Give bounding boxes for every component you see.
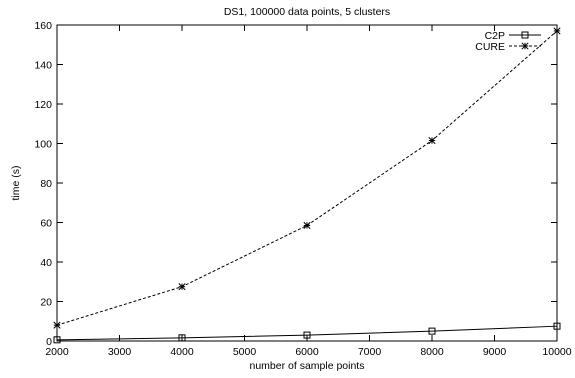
x-tick-label: 4000: [170, 346, 194, 358]
x-tick-label: 2000: [45, 346, 69, 358]
data-point-cure: [553, 27, 561, 35]
y-tick-label: 100: [34, 139, 52, 151]
y-tick-label: 160: [34, 20, 52, 32]
x-tick-label: 5000: [233, 346, 257, 358]
legend-label-cure: CURE: [475, 41, 505, 53]
x-tick-label: 7000: [358, 346, 382, 358]
data-point-c2p: [428, 327, 436, 335]
legend-marker-cure-stroke: [521, 42, 529, 50]
series-line-cure: [56, 30, 558, 326]
y-tick-label: 40: [40, 257, 52, 269]
x-tick-label: 6000: [295, 346, 319, 358]
data-point-c2p: [53, 336, 61, 344]
x-tick-label: 9000: [483, 346, 507, 358]
data-point-cure-stroke: [53, 321, 61, 329]
legend-marker-cure: [521, 42, 529, 50]
data-point-c2p: [178, 334, 186, 342]
chart-title: DS1, 100000 data points, 5 clusters: [224, 6, 390, 18]
y-tick-label: 20: [40, 297, 52, 309]
x-tick-label: 10000: [542, 346, 571, 358]
y-tick-label: 120: [34, 99, 52, 111]
legend-marker-c2p: [521, 31, 529, 39]
series-line-c2p: [56, 325, 558, 341]
data-point-cure-stroke: [428, 136, 436, 145]
data-point-cure: [178, 283, 186, 291]
data-point-cure-stroke: [303, 221, 311, 230]
y-axis-title: time (s): [10, 166, 22, 201]
y-tick-label: 60: [40, 218, 52, 230]
x-tick-label: 3000: [108, 346, 132, 358]
y-tick-label: 0: [46, 336, 52, 348]
data-point-cure-stroke: [178, 283, 186, 291]
legend-label-c2p: C2P: [485, 30, 505, 42]
data-point-c2p: [553, 322, 561, 330]
series-layer: [53, 27, 561, 344]
x-axis-title: number of sample points: [250, 360, 365, 372]
axis-ticks: 2000 3000 4000 5000 6000 7000 8000 9000 10000 0 20…: [34, 20, 571, 358]
y-tick-label: 140: [34, 60, 52, 72]
y-tick-label: 80: [40, 178, 52, 190]
data-point-cure: [53, 321, 61, 329]
data-point-cure: [428, 136, 436, 145]
plot-frame: [56, 24, 558, 342]
data-point-c2p: [303, 331, 311, 339]
x-tick-label: 8000: [420, 346, 444, 358]
data-point-cure-stroke: [553, 27, 561, 35]
data-point-cure: [303, 221, 311, 230]
